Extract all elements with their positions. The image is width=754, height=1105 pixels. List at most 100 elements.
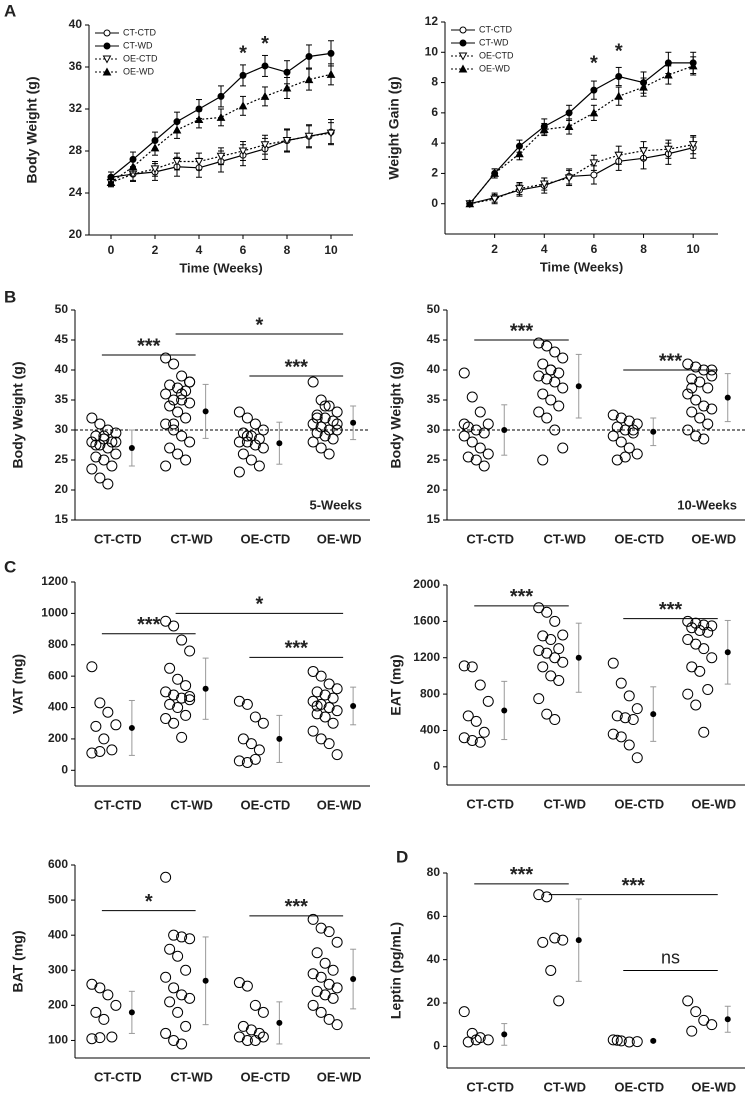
data-point (686, 382, 698, 394)
data-point (541, 340, 553, 352)
y-tick-label: 1200 (41, 574, 68, 588)
data-point (249, 999, 261, 1011)
data-point (458, 430, 470, 442)
data-point (327, 964, 339, 976)
data-point (168, 929, 180, 941)
annotation: * (615, 41, 623, 63)
data-point (176, 388, 188, 400)
y-tick-label: 2 (431, 166, 438, 180)
data-point (98, 733, 110, 745)
data-point (478, 427, 490, 439)
significance-label: *** (137, 335, 161, 357)
data-point (172, 406, 184, 418)
mean-dot (501, 707, 508, 714)
x-tick-label: OE-WD (317, 1069, 362, 1084)
data-point (180, 964, 192, 976)
data-point (682, 388, 694, 400)
data-point (323, 424, 335, 436)
data-point (553, 643, 565, 655)
data-point (160, 713, 172, 725)
data-point (168, 358, 180, 370)
marker (664, 59, 672, 67)
x-tick-label: CT-WD (543, 531, 586, 546)
data-point (245, 454, 257, 466)
data-point (702, 418, 714, 430)
data-point (541, 708, 553, 720)
data-point (706, 1019, 718, 1031)
marker (639, 82, 648, 91)
data-point (180, 454, 192, 466)
data-point (545, 394, 557, 406)
data-point (176, 1038, 188, 1050)
data-point (102, 424, 114, 436)
x-tick-label: CT-CTD (94, 531, 142, 546)
data-point (237, 427, 249, 439)
data-point (245, 430, 257, 442)
data-point (86, 1033, 98, 1045)
data-point (690, 394, 702, 406)
x-tick-label: OE-CTD (614, 531, 664, 546)
marker (106, 177, 116, 186)
data-point (176, 634, 188, 646)
significance-label: *** (659, 599, 683, 621)
data-point (331, 683, 343, 695)
data-point (474, 406, 486, 418)
marker (458, 52, 468, 61)
data-point (631, 1036, 643, 1048)
data-point (702, 684, 714, 696)
marker (103, 42, 111, 50)
x-tick-label: OE-WD (691, 531, 736, 546)
y-tick-label: 1600 (413, 614, 440, 628)
data-point (106, 1031, 118, 1043)
data-point (694, 665, 706, 677)
series-line (469, 147, 694, 205)
y-tick-label: 36 (69, 59, 83, 73)
data-point (619, 424, 631, 436)
data-point (557, 934, 569, 946)
series-line (469, 62, 694, 205)
data-point (164, 698, 176, 710)
data-point (706, 370, 718, 382)
y-tick-label: 300 (48, 962, 68, 976)
data-point (470, 715, 482, 727)
mean-dot (501, 427, 508, 433)
y-tick-label: 30 (427, 422, 441, 436)
data-point (537, 936, 549, 948)
y-tick-label: 600 (48, 668, 68, 682)
marker (688, 141, 698, 150)
data-point (615, 412, 627, 424)
data-point (533, 370, 545, 382)
data-point (233, 406, 245, 418)
data-point (482, 448, 494, 460)
data-point (331, 424, 343, 436)
data-point (311, 708, 323, 720)
data-point (323, 1013, 335, 1025)
data-point (462, 451, 474, 463)
significance-label: *** (622, 875, 646, 897)
data-point (307, 725, 319, 737)
data-point (611, 710, 623, 722)
y-tick-label: 15 (427, 512, 441, 526)
x-tick-label: OE-WD (317, 797, 362, 812)
data-point (160, 388, 172, 400)
data-point (98, 430, 110, 442)
data-point (102, 989, 114, 1001)
mean-dot (128, 1009, 135, 1016)
data-point (110, 719, 122, 731)
data-point (90, 1006, 102, 1018)
data-point (533, 406, 545, 418)
marker (304, 75, 314, 84)
data-point (549, 376, 561, 388)
data-point (545, 634, 557, 646)
mean-dot (575, 937, 582, 944)
data-point (311, 427, 323, 439)
marker (639, 147, 648, 156)
data-point (176, 692, 188, 704)
data-point (541, 412, 553, 424)
mean-dot (650, 1037, 657, 1044)
marker (283, 68, 291, 76)
data-point (176, 430, 188, 442)
data-point (102, 706, 114, 718)
significance-label: * (145, 891, 153, 913)
data-point (94, 697, 106, 709)
